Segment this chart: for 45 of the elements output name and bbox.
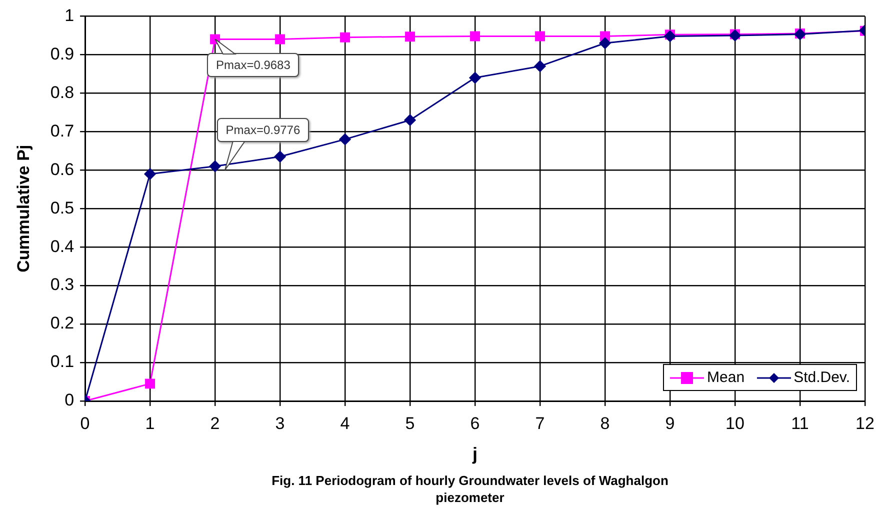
x-tick-label: 0 — [80, 414, 90, 433]
x-tick-label: 4 — [340, 414, 350, 433]
x-tick-label: 6 — [470, 414, 480, 433]
x-tick-label: 2 — [210, 414, 220, 433]
point — [209, 160, 221, 172]
x-tick-label: 12 — [856, 414, 874, 433]
point — [534, 60, 546, 72]
x-tick-label: 11 — [791, 414, 809, 433]
point — [340, 32, 350, 42]
point — [404, 114, 416, 126]
legend-label: Std.Dev. — [794, 369, 850, 386]
y-tick-label: 0.6 — [50, 160, 74, 179]
point — [144, 168, 156, 180]
annotation: Pmax=0.9683 — [207, 53, 300, 78]
point — [339, 134, 351, 146]
annotation: Pmax=0.9776 — [216, 118, 310, 142]
y-tick-label: 0.2 — [50, 314, 74, 333]
x-axis-title: j — [472, 444, 478, 464]
y-tick-label: 0.7 — [50, 121, 74, 140]
point — [275, 34, 286, 44]
y-tick-label: 0.8 — [50, 82, 74, 102]
y-tick-label: 0.4 — [50, 236, 74, 256]
x-tick-label: 8 — [600, 414, 610, 433]
y-axis-title: Cummulative Pj — [14, 144, 33, 272]
legend-label: Mean — [707, 369, 745, 386]
x-tick-label: 5 — [405, 414, 415, 433]
y-tick-label: 0.9 — [50, 44, 74, 64]
point — [599, 37, 611, 49]
y-tick-label: 0.3 — [50, 275, 74, 294]
y-tick-label: 0.5 — [50, 198, 74, 218]
point — [405, 32, 416, 42]
text: Fig. 11 Periodogram of hourly Groundwater levels of Waghalgon piezometer — [270, 472, 670, 506]
x-tick-label: 3 — [275, 414, 285, 433]
x-tick-label: 10 — [726, 414, 744, 433]
x-tick-label: 9 — [665, 414, 675, 433]
y-tick-label: 1 — [64, 6, 74, 25]
y-tick-label: 0 — [64, 390, 74, 410]
point — [274, 150, 286, 162]
point — [535, 31, 546, 42]
point — [145, 378, 156, 389]
point — [470, 31, 480, 42]
x-tick-label: 1 — [145, 414, 155, 433]
point — [469, 72, 481, 84]
y-tick-label: 0.1 — [50, 352, 74, 372]
x-tick-label: 7 — [535, 414, 545, 433]
